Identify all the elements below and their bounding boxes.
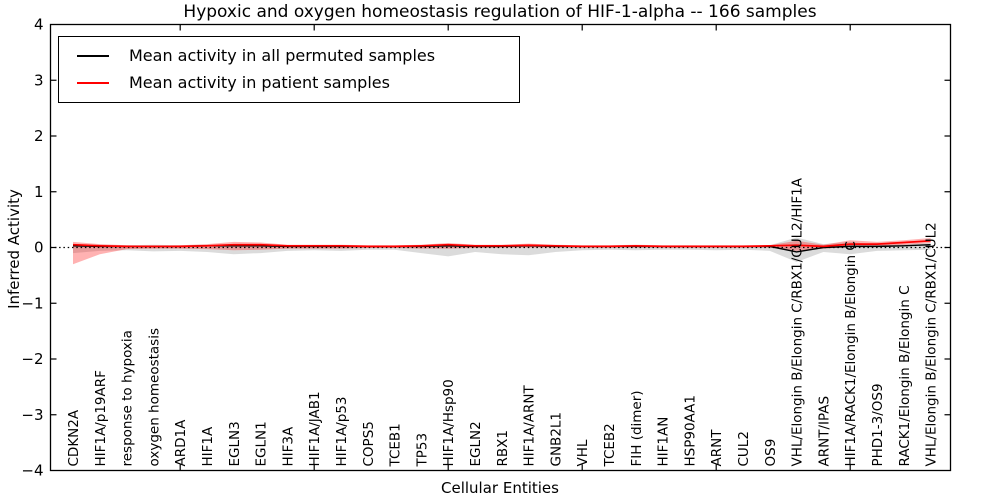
patient-mean-line bbox=[72, 239, 931, 248]
y-tick-label: 3 bbox=[34, 71, 44, 89]
x-category-label: CUL2 bbox=[736, 431, 752, 466]
x-category-label: HIF1A/p19ARF bbox=[93, 370, 109, 466]
x-category-label: VHL/Elongin B/Elongin C/RBX1/CUL2 bbox=[924, 222, 940, 466]
x-category-label: HIF1A/ARNT bbox=[522, 385, 538, 467]
y-tick-label: −3 bbox=[21, 406, 43, 424]
y-tick-label: 4 bbox=[34, 16, 44, 34]
x-category-label: HIF1A/p53 bbox=[334, 396, 350, 466]
x-category-label: CDKN2A bbox=[66, 409, 82, 466]
x-category-label: response to hypoxia bbox=[120, 330, 136, 466]
legend-box: Mean activity in all permuted samples Me… bbox=[58, 36, 520, 103]
x-category-label: HIF3A bbox=[280, 426, 296, 466]
y-tick-label: 2 bbox=[34, 127, 44, 145]
legend-label-patient: Mean activity in patient samples bbox=[129, 73, 390, 92]
patient-line-sample bbox=[77, 81, 109, 84]
chart-title: Hypoxic and oxygen homeostasis regulatio… bbox=[183, 2, 817, 22]
x-category-label: GNB2L1 bbox=[548, 412, 564, 467]
x-category-label: TCEB1 bbox=[388, 423, 404, 467]
x-category-label: HIF1AN bbox=[656, 417, 672, 467]
permuted-confidence-band bbox=[73, 237, 931, 262]
y-tick-label: 0 bbox=[34, 239, 44, 257]
y-axis-label: Inferred Activity bbox=[5, 189, 23, 309]
legend-entry-patient: Mean activity in patient samples bbox=[65, 69, 513, 96]
x-category-label: HIF1A bbox=[200, 426, 216, 466]
x-category-label: TP53 bbox=[414, 433, 430, 468]
legend-label-permuted: Mean activity in all permuted samples bbox=[129, 46, 436, 65]
x-category-label: EGLN3 bbox=[227, 421, 243, 466]
x-category-label: HIF1A/JAB1 bbox=[307, 391, 323, 466]
x-category-label: ARNT bbox=[709, 429, 725, 467]
x-category-label: ARD1A bbox=[173, 419, 189, 467]
legend-entry-permuted: Mean activity in all permuted samples bbox=[65, 42, 513, 69]
x-category-label: HSP90AA1 bbox=[682, 395, 698, 466]
permuted-line-sample bbox=[77, 54, 109, 57]
x-category-label: HIF1A/Hsp90 bbox=[441, 379, 457, 466]
x-category-label: ARNT/IPAS bbox=[816, 396, 832, 467]
y-tick-label: −4 bbox=[21, 462, 43, 480]
x-category-label: TCEB2 bbox=[602, 423, 618, 467]
x-category-label: OS9 bbox=[763, 439, 779, 467]
x-category-label: EGLN1 bbox=[254, 421, 270, 466]
x-category-label: VHL/Elongin B/Elongin C/RBX1/CUL2/HIF1A bbox=[790, 177, 806, 466]
x-axis-label: Cellular Entities bbox=[441, 479, 559, 497]
x-category-label: EGLN2 bbox=[468, 421, 484, 466]
y-tick-label: 1 bbox=[34, 183, 44, 201]
x-category-label: FIH (dimer) bbox=[629, 390, 645, 466]
x-category-label: PHD1-3/OS9 bbox=[870, 383, 886, 466]
x-category-label: RACK1/Elongin B/Elongin C bbox=[897, 285, 913, 466]
x-category-label: RBX1 bbox=[495, 430, 511, 466]
x-category-label: VHL bbox=[575, 439, 591, 466]
y-tick-label: −2 bbox=[21, 350, 43, 368]
x-category-label: oxygen homeostasis bbox=[146, 328, 162, 467]
x-category-label: COPS5 bbox=[361, 421, 377, 466]
x-category-label: HIF1A/RACK1/Elongin B/Elongin C bbox=[843, 241, 859, 466]
y-tick-label: −1 bbox=[21, 294, 43, 312]
